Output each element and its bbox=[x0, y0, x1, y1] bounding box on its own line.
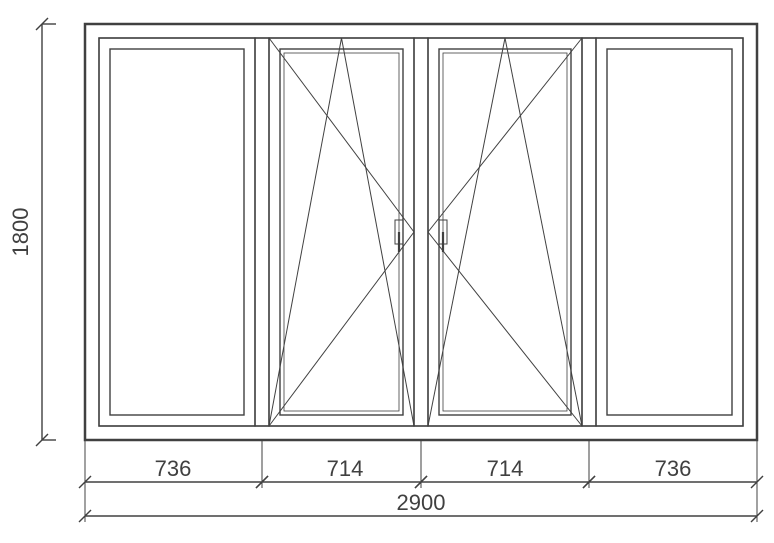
dim-seg-1-text: 714 bbox=[327, 456, 364, 481]
dim-width-text: 2900 bbox=[397, 490, 446, 515]
window-technical-drawing: 1800 736 714 714 736 2900 bbox=[0, 0, 774, 538]
dim-seg-3-text: 736 bbox=[655, 456, 692, 481]
dim-seg-2-text: 714 bbox=[487, 456, 524, 481]
dim-seg-0-text: 736 bbox=[155, 456, 192, 481]
dim-height-text: 1800 bbox=[8, 208, 33, 257]
